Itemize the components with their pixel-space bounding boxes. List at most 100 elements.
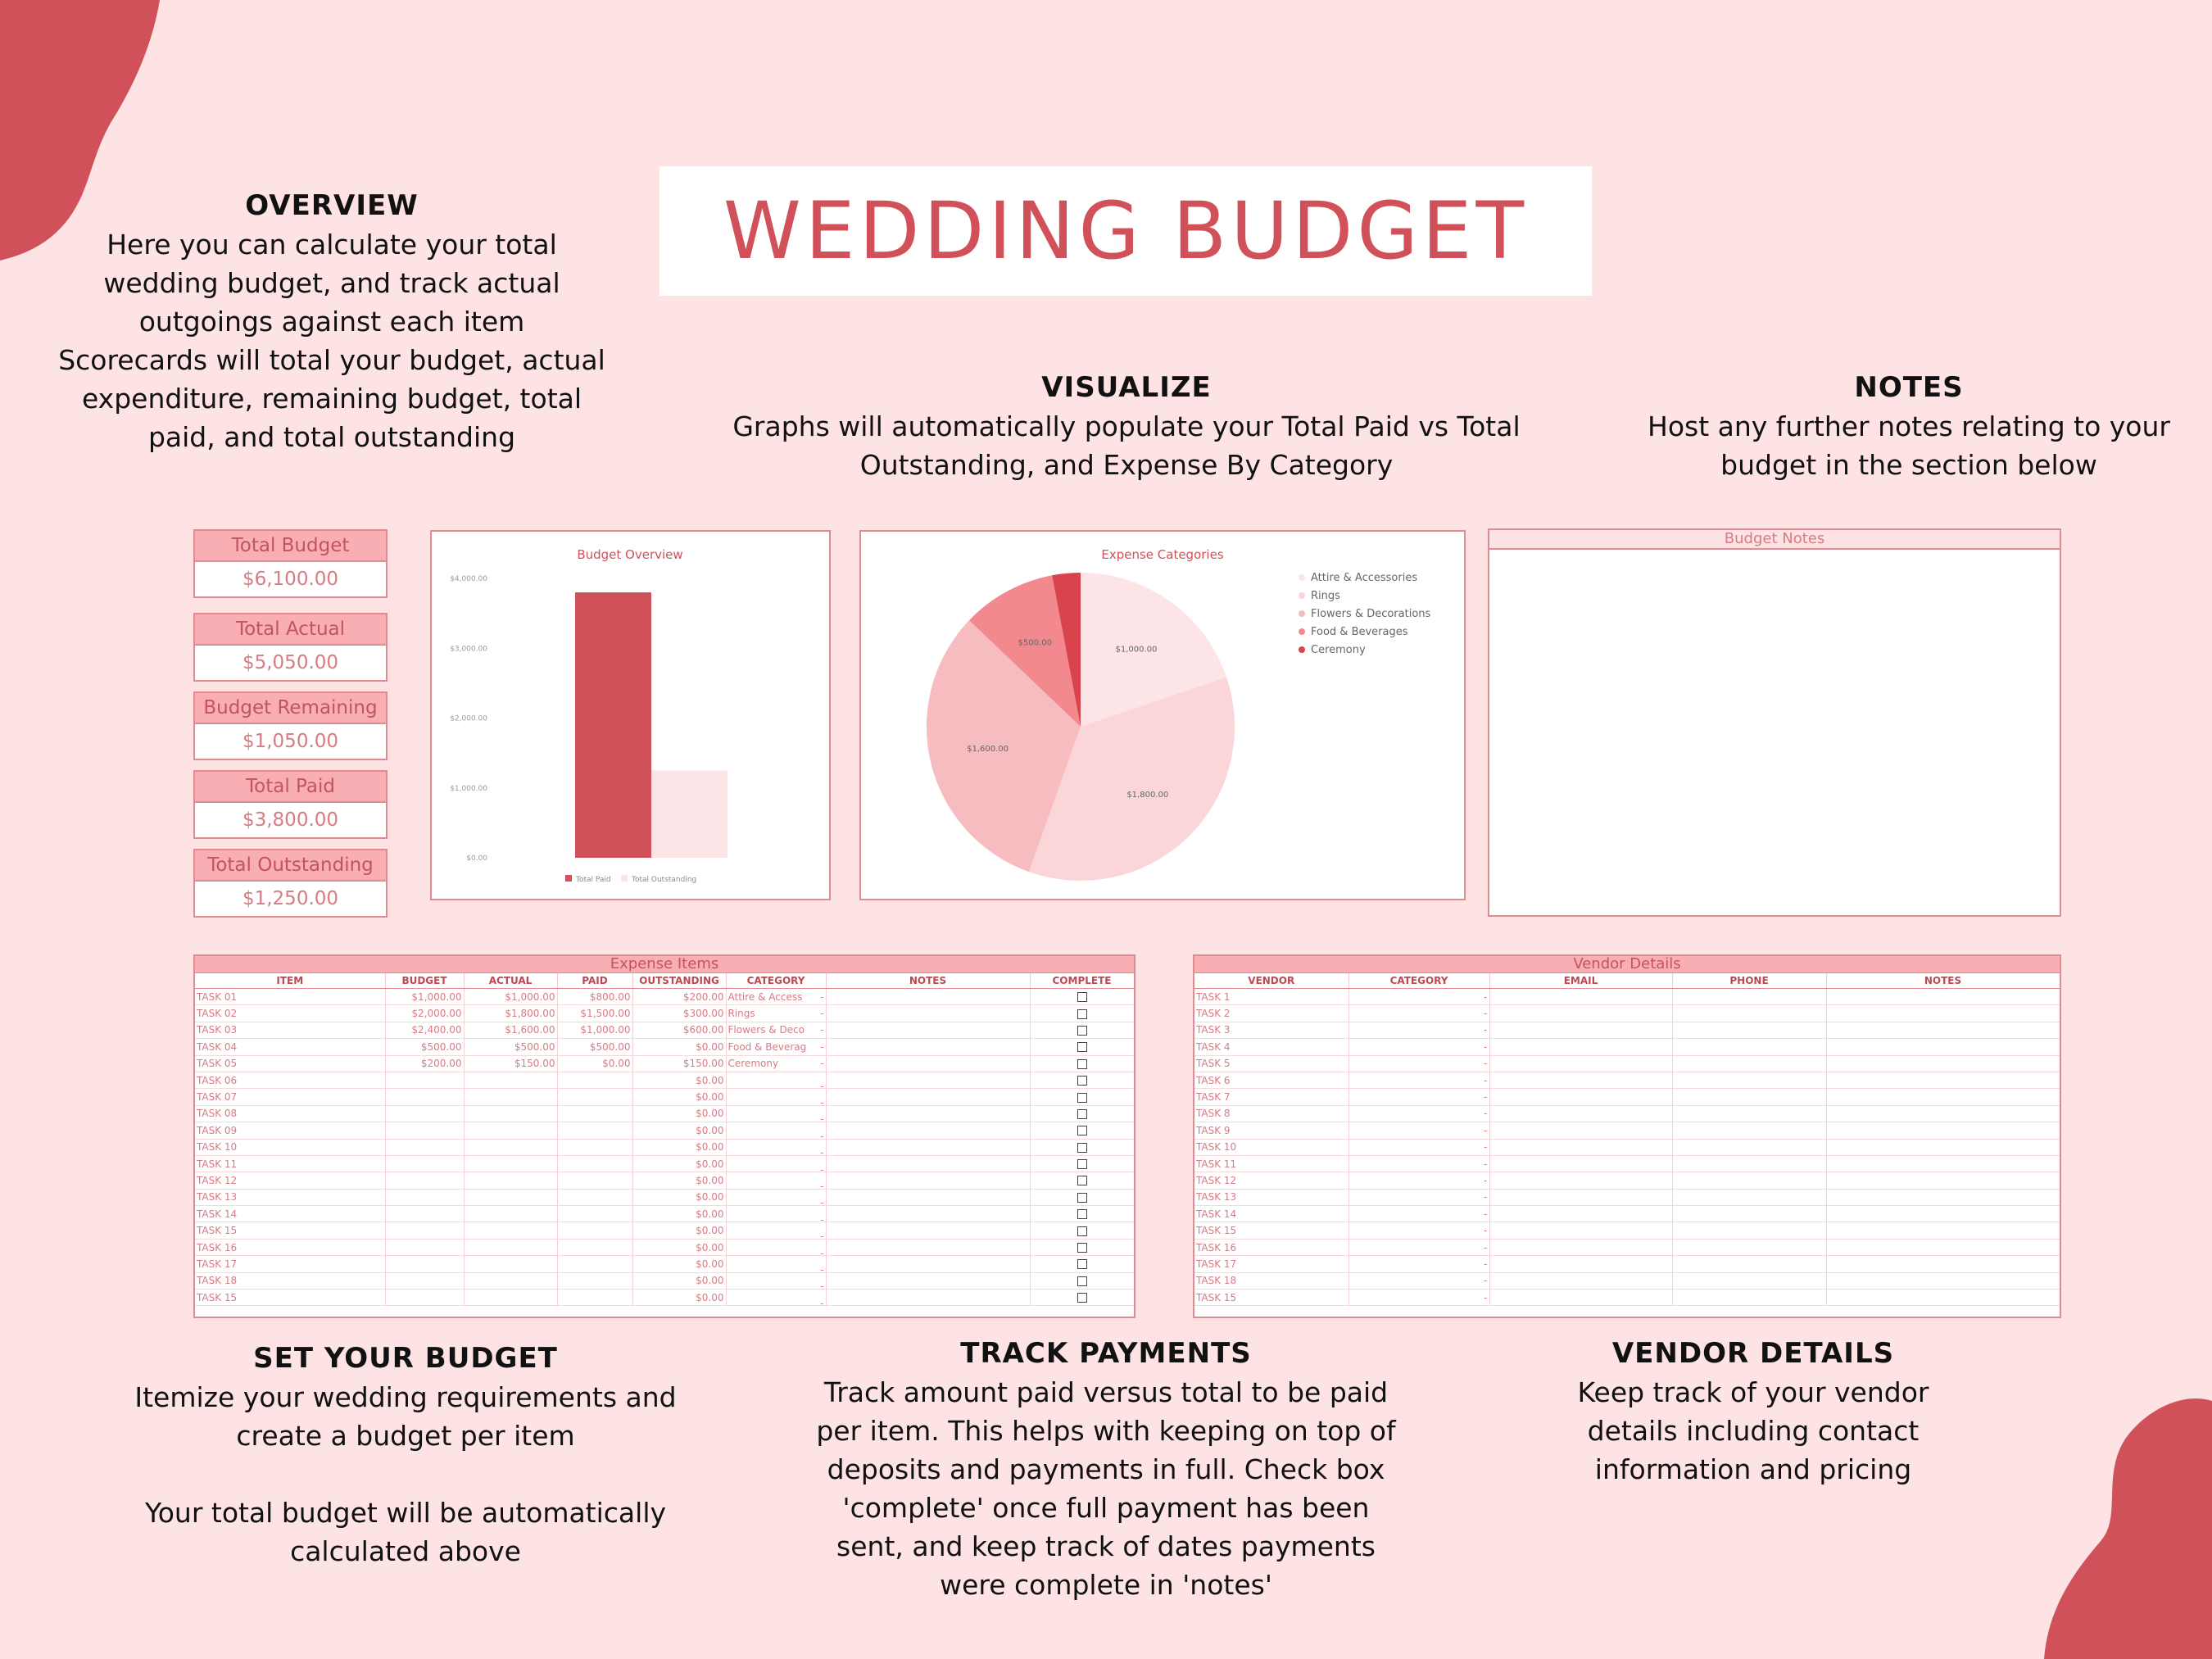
table-cell[interactable] [1826, 1239, 2060, 1257]
table-cell[interactable]: TASK 15 [195, 1289, 386, 1307]
table-cell[interactable]: - [1349, 1155, 1490, 1173]
table-cell[interactable]: - [1349, 1172, 1490, 1190]
table-cell[interactable]: TASK 13 [195, 1189, 386, 1207]
table-cell[interactable] [1489, 1222, 1673, 1240]
category-cell[interactable]: - [726, 1255, 827, 1273]
table-cell[interactable]: $0.00 [632, 1088, 727, 1106]
complete-checkbox[interactable] [1077, 1108, 1087, 1119]
table-cell[interactable]: TASK 7 [1194, 1088, 1349, 1106]
table-cell[interactable]: - [1349, 1222, 1490, 1240]
table-cell[interactable]: TASK 14 [1194, 1205, 1349, 1223]
table-cell[interactable] [557, 1155, 633, 1173]
table-cell[interactable]: TASK 16 [1194, 1239, 1349, 1257]
table-cell[interactable]: TASK 13 [1194, 1189, 1349, 1207]
table-cell[interactable]: TASK 12 [195, 1172, 386, 1190]
table-cell[interactable]: - [1349, 1205, 1490, 1223]
table-cell[interactable] [1672, 1255, 1827, 1273]
table-cell[interactable] [557, 1222, 633, 1240]
table-cell[interactable] [1672, 1239, 1827, 1257]
table-cell[interactable] [1489, 988, 1673, 1006]
category-cell[interactable]: - [726, 1122, 827, 1140]
notes-cell[interactable] [826, 1022, 1031, 1040]
table-cell[interactable]: TASK 12 [1194, 1172, 1349, 1190]
category-cell[interactable]: Food & Beverag - [726, 1038, 827, 1056]
table-cell[interactable]: $0.00 [632, 1038, 727, 1056]
category-cell[interactable]: - [726, 1105, 827, 1123]
notes-cell[interactable] [826, 1072, 1031, 1090]
table-cell[interactable]: $800.00 [557, 988, 633, 1006]
table-cell[interactable]: - [1349, 1022, 1490, 1040]
table-cell[interactable]: TASK 10 [1194, 1139, 1349, 1156]
table-cell[interactable] [385, 1155, 465, 1173]
table-cell[interactable]: TASK 2 [1194, 1004, 1349, 1022]
table-cell[interactable] [557, 1072, 633, 1090]
table-cell[interactable] [1672, 1272, 1827, 1290]
table-cell[interactable]: TASK 07 [195, 1088, 386, 1106]
table-cell[interactable] [464, 1255, 558, 1273]
table-cell[interactable]: TASK 01 [195, 988, 386, 1006]
table-cell[interactable]: $200.00 [632, 988, 727, 1006]
complete-checkbox[interactable] [1077, 1192, 1087, 1203]
table-cell[interactable] [385, 1189, 465, 1207]
table-cell[interactable]: TASK 4 [1194, 1038, 1349, 1056]
complete-checkbox[interactable] [1077, 1176, 1087, 1186]
table-cell[interactable]: $500.00 [464, 1038, 558, 1056]
table-cell[interactable]: $600.00 [632, 1022, 727, 1040]
table-cell[interactable] [557, 1205, 633, 1223]
table-cell[interactable] [385, 1122, 465, 1140]
table-cell[interactable]: - [1349, 1255, 1490, 1273]
table-cell[interactable]: - [1349, 1239, 1490, 1257]
notes-cell[interactable] [826, 988, 1031, 1006]
table-cell[interactable]: $500.00 [557, 1038, 633, 1056]
category-cell[interactable]: Ceremony - [726, 1055, 827, 1072]
table-cell[interactable]: TASK 6 [1194, 1072, 1349, 1090]
table-cell[interactable]: TASK 15 [1194, 1289, 1349, 1307]
table-cell[interactable]: $1,000.00 [557, 1022, 633, 1040]
table-cell[interactable]: $200.00 [385, 1055, 465, 1072]
table-cell[interactable]: TASK 17 [1194, 1255, 1349, 1273]
category-cell[interactable]: Flowers & Deco - [726, 1022, 827, 1040]
table-cell[interactable]: TASK 06 [195, 1072, 386, 1090]
table-cell[interactable] [464, 1239, 558, 1257]
table-cell[interactable]: - [1349, 1189, 1490, 1207]
table-cell[interactable] [385, 1255, 465, 1273]
table-cell[interactable]: - [1349, 1072, 1490, 1090]
table-cell[interactable] [1672, 1038, 1827, 1056]
table-cell[interactable]: $0.00 [632, 1072, 727, 1090]
table-cell[interactable]: TASK 1 [1194, 988, 1349, 1006]
table-cell[interactable] [464, 1088, 558, 1106]
notes-cell[interactable] [826, 1055, 1031, 1072]
table-cell[interactable] [1672, 1004, 1827, 1022]
table-cell[interactable]: $0.00 [632, 1205, 727, 1223]
table-cell[interactable] [464, 1289, 558, 1307]
table-cell[interactable]: $0.00 [632, 1189, 727, 1207]
notes-cell[interactable] [826, 1189, 1031, 1207]
table-cell[interactable] [1489, 1289, 1673, 1307]
category-cell[interactable]: - [726, 1239, 827, 1257]
table-cell[interactable] [1489, 1022, 1673, 1040]
table-cell[interactable]: $1,000.00 [464, 988, 558, 1006]
table-cell[interactable] [1489, 1055, 1673, 1072]
table-cell[interactable] [464, 1189, 558, 1207]
table-cell[interactable]: $1,000.00 [385, 988, 465, 1006]
table-cell[interactable] [1489, 1139, 1673, 1156]
table-cell[interactable] [464, 1205, 558, 1223]
table-cell[interactable] [1672, 1105, 1827, 1123]
table-cell[interactable] [1489, 1105, 1673, 1123]
table-cell[interactable] [1672, 1205, 1827, 1223]
table-cell[interactable] [385, 1222, 465, 1240]
table-cell[interactable] [1672, 1172, 1827, 1190]
table-cell[interactable] [464, 1139, 558, 1156]
complete-checkbox[interactable] [1077, 1126, 1087, 1136]
table-cell[interactable] [1672, 1022, 1827, 1040]
table-cell[interactable]: TASK 09 [195, 1122, 386, 1140]
table-cell[interactable] [1826, 1088, 2060, 1106]
table-cell[interactable]: - [1349, 1088, 1490, 1106]
complete-checkbox[interactable] [1077, 1259, 1087, 1270]
complete-checkbox[interactable] [1077, 1276, 1087, 1286]
table-cell[interactable]: - [1349, 1038, 1490, 1056]
table-cell[interactable]: TASK 16 [195, 1239, 386, 1257]
complete-checkbox[interactable] [1077, 1209, 1087, 1220]
table-cell[interactable] [1826, 1038, 2060, 1056]
table-cell[interactable] [1672, 1155, 1827, 1173]
